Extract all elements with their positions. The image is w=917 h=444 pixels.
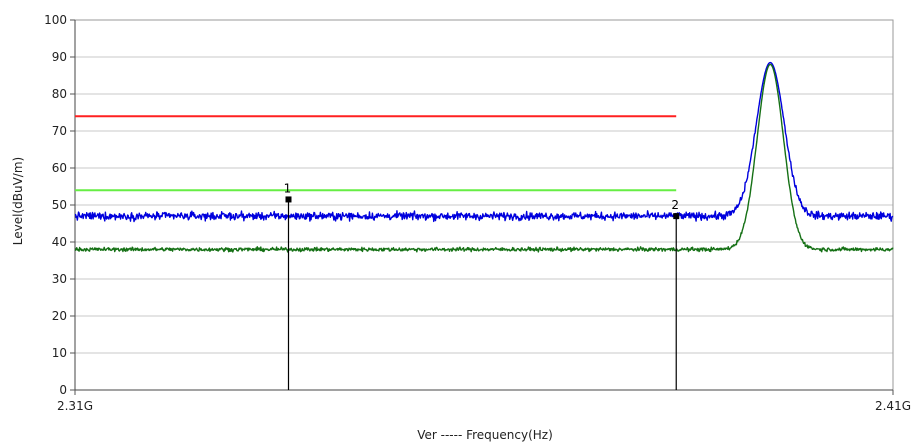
x-tick-label: 2.41G [875, 399, 911, 413]
y-tick-label: 10 [52, 346, 67, 360]
x-axis: 2.31G 2.41G [57, 390, 911, 413]
x-axis-title: Ver ----- Frequency(Hz) [417, 428, 553, 442]
y-tick-label: 0 [59, 383, 67, 397]
y-tick-label: 80 [52, 87, 67, 101]
y-tick-label: 50 [52, 198, 67, 212]
marker-label-2: 2 [671, 198, 679, 212]
y-axis: 0 10 20 30 40 50 60 70 80 90 100 [44, 13, 75, 397]
y-tick-label: 40 [52, 235, 67, 249]
marker-label-1: 1 [284, 181, 292, 195]
y-axis-title: Level(dBuV/m) [11, 157, 25, 245]
series-layer [74, 61, 894, 253]
x-tick-label: 2.31G [57, 399, 93, 413]
marker-dot-2 [673, 213, 680, 220]
y-tick-label: 60 [52, 161, 67, 175]
y-tick-label: 20 [52, 309, 67, 323]
y-tick-label: 30 [52, 272, 67, 286]
trace-2 [74, 61, 894, 223]
grid-lines [75, 56, 893, 354]
trace-3 [74, 63, 894, 253]
y-tick-label: 90 [52, 50, 67, 64]
y-tick-label: 100 [44, 13, 67, 27]
y-tick-label: 70 [52, 124, 67, 138]
marker-dot-1 [285, 196, 292, 203]
markers: 12 [284, 181, 680, 390]
